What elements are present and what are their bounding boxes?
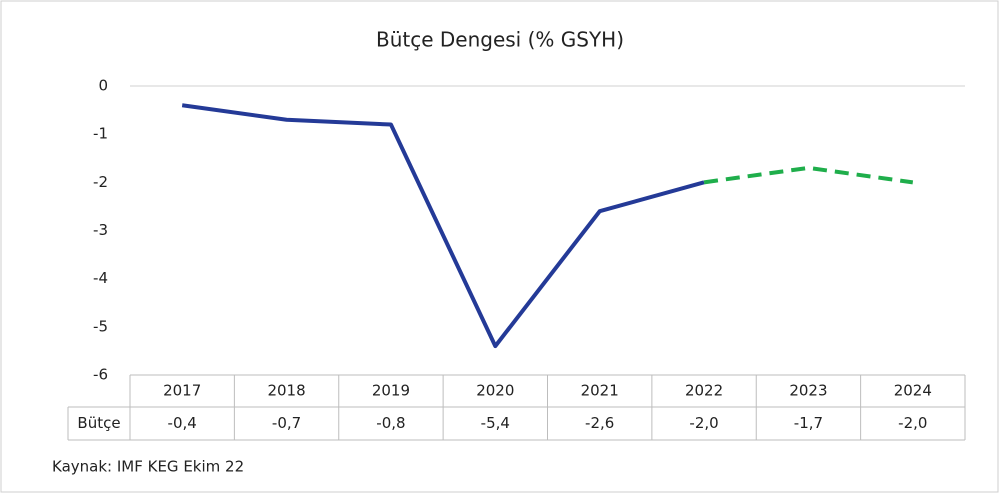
source-note: Kaynak: IMF KEG Ekim 22: [52, 458, 244, 476]
x-tick-label: 2021: [581, 382, 619, 400]
x-tick-label: 2020: [476, 382, 514, 400]
y-tick-label: -1: [93, 125, 108, 143]
data-label: -1,7: [794, 414, 823, 432]
data-label: -0,7: [272, 414, 301, 432]
y-tick-label: 0: [98, 77, 108, 95]
y-tick-label: -6: [93, 366, 108, 384]
data-label: -0,4: [168, 414, 197, 432]
data-label: -2,0: [689, 414, 718, 432]
data-label: -0,8: [376, 414, 405, 432]
x-tick-label: 2022: [685, 382, 723, 400]
legend-label: Bütçe: [77, 414, 120, 432]
line-actual: [181, 103, 705, 349]
chart-title: Bütçe Dengesi (% GSYH): [376, 28, 624, 52]
x-tick-label: 2018: [267, 382, 305, 400]
x-tick-label: 2019: [372, 382, 410, 400]
data-label: -5,4: [481, 414, 510, 432]
line-forecast: [703, 165, 914, 185]
data-label: -2,0: [898, 414, 927, 432]
data-label: -2,6: [585, 414, 614, 432]
x-tick-label: 2024: [894, 382, 932, 400]
y-tick-label: -3: [93, 221, 108, 239]
y-tick-label: -4: [93, 269, 108, 287]
x-tick-label: 2017: [163, 382, 201, 400]
y-tick-label: -2: [93, 173, 108, 191]
y-tick-label: -5: [93, 317, 108, 335]
x-tick-label: 2023: [789, 382, 827, 400]
